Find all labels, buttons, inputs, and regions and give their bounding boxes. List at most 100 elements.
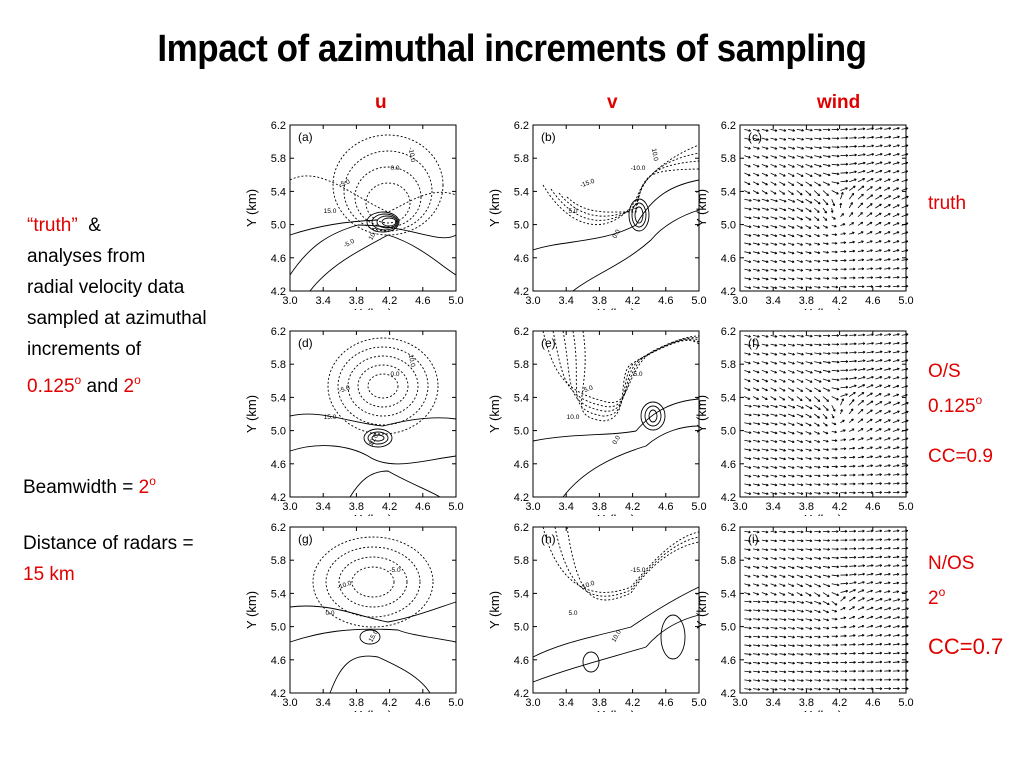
wind-vector-head	[879, 491, 882, 494]
wind-vector	[796, 155, 804, 159]
wind-vector-head	[792, 156, 795, 159]
wind-vector-head	[783, 566, 786, 569]
wind-vector	[892, 607, 900, 611]
wind-vector	[822, 492, 830, 494]
wind-vector-head	[800, 593, 803, 596]
wind-vector-head	[845, 333, 848, 337]
wind-vector-head	[896, 455, 900, 458]
wind-vector-head	[818, 530, 822, 534]
wind-vector-head	[844, 482, 847, 486]
wind-vector-head	[896, 590, 900, 594]
wind-vector	[761, 155, 769, 159]
wind-vector-head	[879, 669, 883, 673]
wind-vector-head	[817, 251, 821, 255]
wind-vector	[805, 128, 813, 131]
wind-vector-head	[870, 194, 874, 197]
contour-label: 10.0	[611, 629, 624, 644]
wind-vector-head	[879, 169, 883, 173]
contour-line	[337, 346, 429, 426]
wind-vector-head	[825, 431, 829, 435]
wind-vector-head	[817, 457, 821, 460]
wind-vector-head	[765, 361, 769, 365]
contour-label: 0.0	[611, 434, 622, 446]
wind-vector-head	[854, 564, 857, 568]
wind-vector	[883, 393, 891, 397]
wind-vector-head	[783, 225, 786, 229]
contour-line	[558, 160, 700, 217]
contour-line	[332, 134, 444, 236]
wind-vector	[866, 170, 874, 174]
wind-vector-head	[826, 285, 830, 289]
wind-vector-head	[809, 440, 812, 444]
wind-vector-head	[783, 483, 786, 487]
panel-label: (g)	[298, 532, 313, 546]
wind-vector-head	[757, 216, 761, 220]
wind-vector	[779, 583, 786, 587]
contour-label: 10.0	[650, 148, 659, 162]
wind-vector	[857, 250, 864, 253]
plot-frame	[739, 330, 907, 498]
wind-vector	[857, 178, 865, 183]
wind-vector-head	[791, 234, 795, 238]
wind-vector-head	[792, 492, 795, 495]
wind-vector-head	[897, 161, 900, 165]
wind-vector	[796, 128, 804, 131]
wind-vector-head	[825, 225, 828, 229]
wind-vector	[814, 277, 821, 280]
wind-vector	[761, 530, 769, 533]
wind-vector	[884, 359, 891, 362]
wind-vector	[866, 136, 874, 139]
wind-vector-head	[853, 555, 857, 559]
wind-vector	[814, 492, 821, 494]
wind-vector	[849, 428, 855, 432]
wind-vector-head	[766, 251, 769, 255]
wind-vector-head	[879, 572, 882, 576]
wind-vector-head	[888, 376, 891, 379]
wind-vector	[901, 419, 909, 424]
column-header-wind: wind	[817, 92, 861, 113]
wind-vector-head	[775, 414, 778, 417]
wind-vector-head	[810, 343, 813, 347]
wind-vector	[761, 413, 769, 417]
wind-vector-head	[827, 556, 831, 560]
wind-vector-head	[835, 634, 838, 638]
wind-vector-head	[888, 258, 891, 261]
wind-vector	[884, 342, 891, 345]
wind-vector	[779, 155, 786, 159]
wind-vector	[875, 446, 882, 450]
wind-vector-head	[748, 530, 751, 534]
wind-vector	[761, 466, 769, 469]
x-tick-label: 5.0	[448, 501, 463, 513]
wind-vector-head	[817, 259, 821, 263]
wind-vector	[805, 343, 813, 346]
wind-vector	[892, 455, 900, 459]
wind-vector	[753, 653, 760, 656]
wind-vector-head	[792, 457, 795, 461]
wind-vector-head	[862, 359, 866, 363]
wind-vector-head	[897, 135, 900, 139]
y-tick-label: 5.4	[271, 392, 286, 404]
wind-vector-head	[863, 367, 866, 371]
wind-vector-head	[879, 367, 883, 371]
wind-vector-head	[801, 644, 804, 648]
wind-vector-head	[870, 437, 873, 440]
wind-vector	[822, 583, 831, 587]
wind-vector-head	[810, 370, 813, 374]
wind-vector-head	[854, 153, 857, 157]
wind-vector	[831, 286, 838, 288]
wind-vector	[744, 644, 752, 647]
wind-vector-head	[852, 240, 855, 244]
wind-vector	[822, 679, 830, 681]
contour-line	[381, 217, 397, 227]
wind-vector	[779, 190, 785, 195]
wind-vector-head	[862, 342, 866, 345]
wind-vector	[761, 404, 769, 408]
x-tick-label: 3.0	[732, 501, 747, 513]
wind-vector-head	[748, 164, 751, 168]
wind-vector	[796, 225, 803, 229]
wind-vector-head	[800, 380, 804, 383]
wind-vector-head	[756, 592, 760, 596]
wind-vector	[796, 448, 803, 452]
wind-vector	[849, 162, 857, 165]
wind-vector	[796, 369, 804, 374]
